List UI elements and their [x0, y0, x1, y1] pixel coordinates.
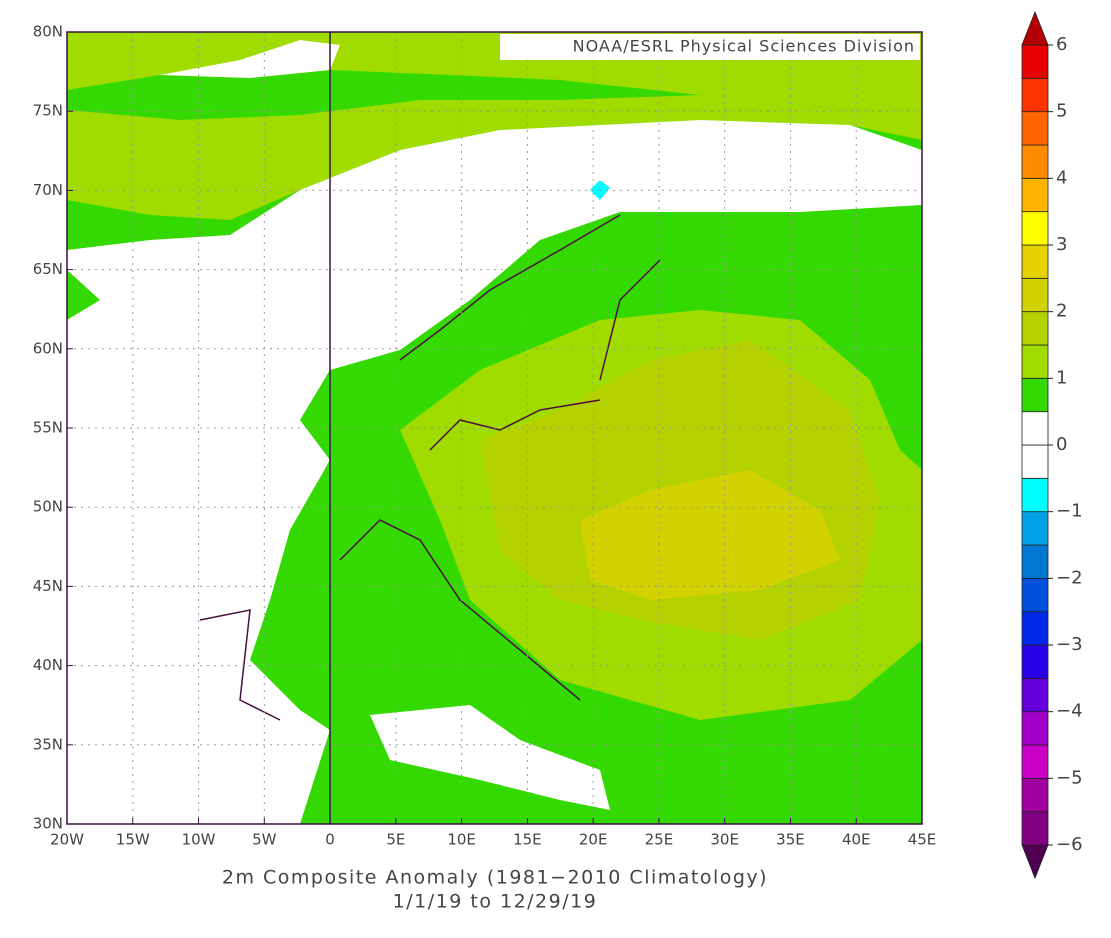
y-tick-label: 50N: [33, 498, 63, 516]
chart-title: 2m Composite Anomaly (1981−2010 Climatol…: [222, 867, 768, 889]
y-tick-label: 45N: [33, 577, 63, 595]
colorbar-segment: [1021, 44, 1049, 79]
chart-subtitle: 1/1/19 to 12/29/19: [393, 891, 598, 913]
colorbar-extension: [1021, 844, 1049, 880]
colorbar-label: 6: [1056, 34, 1067, 55]
colorbar-label: 4: [1056, 167, 1067, 188]
colorbar-segment: [1021, 344, 1049, 379]
credit: NOAA/ESRL Physical Sciences Division: [573, 37, 915, 56]
colorbar-extension: [1021, 10, 1049, 46]
y-tick-label: 35N: [33, 735, 63, 753]
anomaly-field: [580, 470, 840, 600]
x-tick-label: 0: [325, 831, 335, 849]
colorbar-segment: [1021, 577, 1049, 613]
x-tick-label: 10W: [182, 831, 216, 849]
colorbar-segment: [1021, 811, 1049, 846]
colorbar-segment: [1021, 211, 1049, 246]
colorbar-segment: [1021, 111, 1049, 146]
x-tick-label: 30E: [710, 831, 739, 849]
x-tick-label: 5W: [252, 831, 277, 849]
y-tick-label: 75N: [33, 102, 63, 120]
colorbar-segment: [1021, 711, 1049, 746]
colorbar-label: 1: [1056, 367, 1067, 388]
x-tick-label: 45E: [908, 831, 937, 849]
x-tick-label: 15W: [116, 831, 150, 849]
x-tick-label: 20W: [50, 831, 84, 849]
colorbar-label: 2: [1056, 301, 1067, 322]
colorbar-label: 0: [1056, 434, 1067, 455]
colorbar-segment: [1021, 411, 1049, 446]
colorbar-segment: [1021, 444, 1049, 479]
y-tick-label: 80N: [33, 23, 63, 41]
colorbar-label: −1: [1056, 501, 1083, 522]
x-tick-label: 25E: [645, 831, 674, 849]
x-tick-label: 10E: [447, 831, 476, 849]
x-tick-label: 35E: [776, 831, 805, 849]
anomaly-field: [67, 120, 922, 824]
colorbar-segment: [1021, 277, 1049, 313]
colorbar-segment: [1021, 744, 1049, 779]
colorbar-label: 3: [1056, 234, 1067, 255]
y-tick-label: 30N: [33, 815, 63, 833]
colorbar-segment: [1021, 144, 1049, 179]
credit-box: [500, 34, 920, 60]
x-tick-label: 5E: [386, 831, 405, 849]
colorbar-segment: [1021, 611, 1049, 646]
y-tick-label: 65N: [33, 260, 63, 278]
y-tick-label: 70N: [33, 181, 63, 199]
colorbar-label: −2: [1056, 567, 1083, 588]
colorbar-segment: [1021, 511, 1049, 546]
anomaly-field: [370, 705, 610, 810]
colorbar-segment: [1021, 477, 1049, 513]
colorbar-segment: [1021, 777, 1049, 813]
colorbar-segment: [1021, 644, 1049, 679]
colorbar: −6 −5 −4 −3 −2 −1 0 1 2 3 4 5 6: [1021, 10, 1083, 880]
coastline: [199, 214, 661, 721]
x-tick-label: 15E: [513, 831, 542, 849]
colorbar-label: −4: [1056, 701, 1083, 722]
colorbar-segment: [1021, 377, 1049, 413]
anomaly-field: [160, 40, 340, 78]
map-fill: [67, 32, 922, 824]
colorbar-label: −6: [1056, 834, 1083, 855]
colorbar-segment: [1021, 677, 1049, 713]
colorbar-segment: [1021, 77, 1049, 113]
colorbar-label: −3: [1056, 634, 1083, 655]
colorbar-segment: [1021, 244, 1049, 279]
colorbar-segment: [1021, 544, 1049, 579]
colorbar-label: 5: [1056, 101, 1067, 122]
x-tick-label: 20E: [579, 831, 608, 849]
y-tick-label: 60N: [33, 339, 63, 357]
anomaly-field: [67, 95, 922, 220]
colorbar-label: −5: [1056, 767, 1083, 788]
x-tick-label: 40E: [842, 831, 871, 849]
y-tick-label: 40N: [33, 656, 63, 674]
colorbar-segment: [1021, 311, 1049, 346]
colorbar-segment: [1021, 177, 1049, 213]
y-tick-label: 55N: [33, 419, 63, 437]
